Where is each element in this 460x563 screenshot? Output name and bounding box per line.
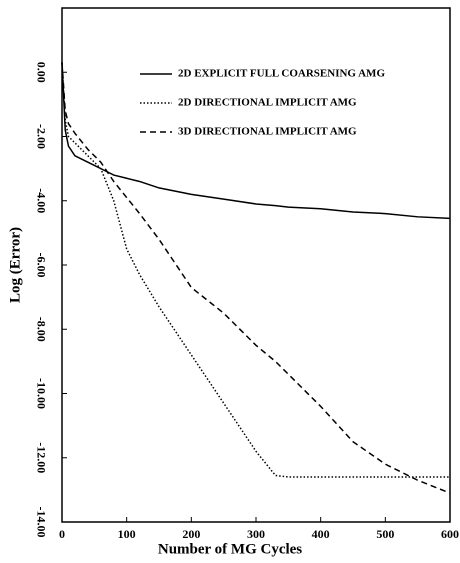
x-tick-label: 300 <box>247 527 265 541</box>
x-tick-label: 600 <box>441 527 459 541</box>
y-tick-label: -8.00 <box>34 317 48 342</box>
series-line <box>61 62 451 494</box>
legend-label: 3D DIRECTIONAL IMPLICIT AMG <box>178 126 357 138</box>
y-axis-label: Log (Error) <box>7 227 23 303</box>
x-tick-label: 500 <box>376 527 394 541</box>
legend-label: 2D DIRECTIONAL IMPLICIT AMG <box>178 97 357 109</box>
x-tick-label: 200 <box>182 527 200 541</box>
y-tick-label: -4.00 <box>34 188 48 213</box>
y-tick-label: 0.00 <box>34 62 48 83</box>
x-tick-label: 100 <box>118 527 136 541</box>
x-tick-label: 0 <box>59 527 65 541</box>
y-tick-label: -10.00 <box>34 378 48 409</box>
x-axis-label: Number of MG Cycles <box>158 541 302 557</box>
y-tick-label: -14.00 <box>34 507 48 538</box>
series-line <box>61 62 451 220</box>
y-tick-label: -6.00 <box>34 253 48 278</box>
legend-label: 2D EXPLICIT FULL COARSENING AMG <box>178 68 385 80</box>
plot-frame <box>61 7 451 523</box>
y-tick-label: -12.00 <box>34 442 48 473</box>
x-tick-label: 400 <box>312 527 330 541</box>
y-tick-label: -2.00 <box>34 124 48 149</box>
